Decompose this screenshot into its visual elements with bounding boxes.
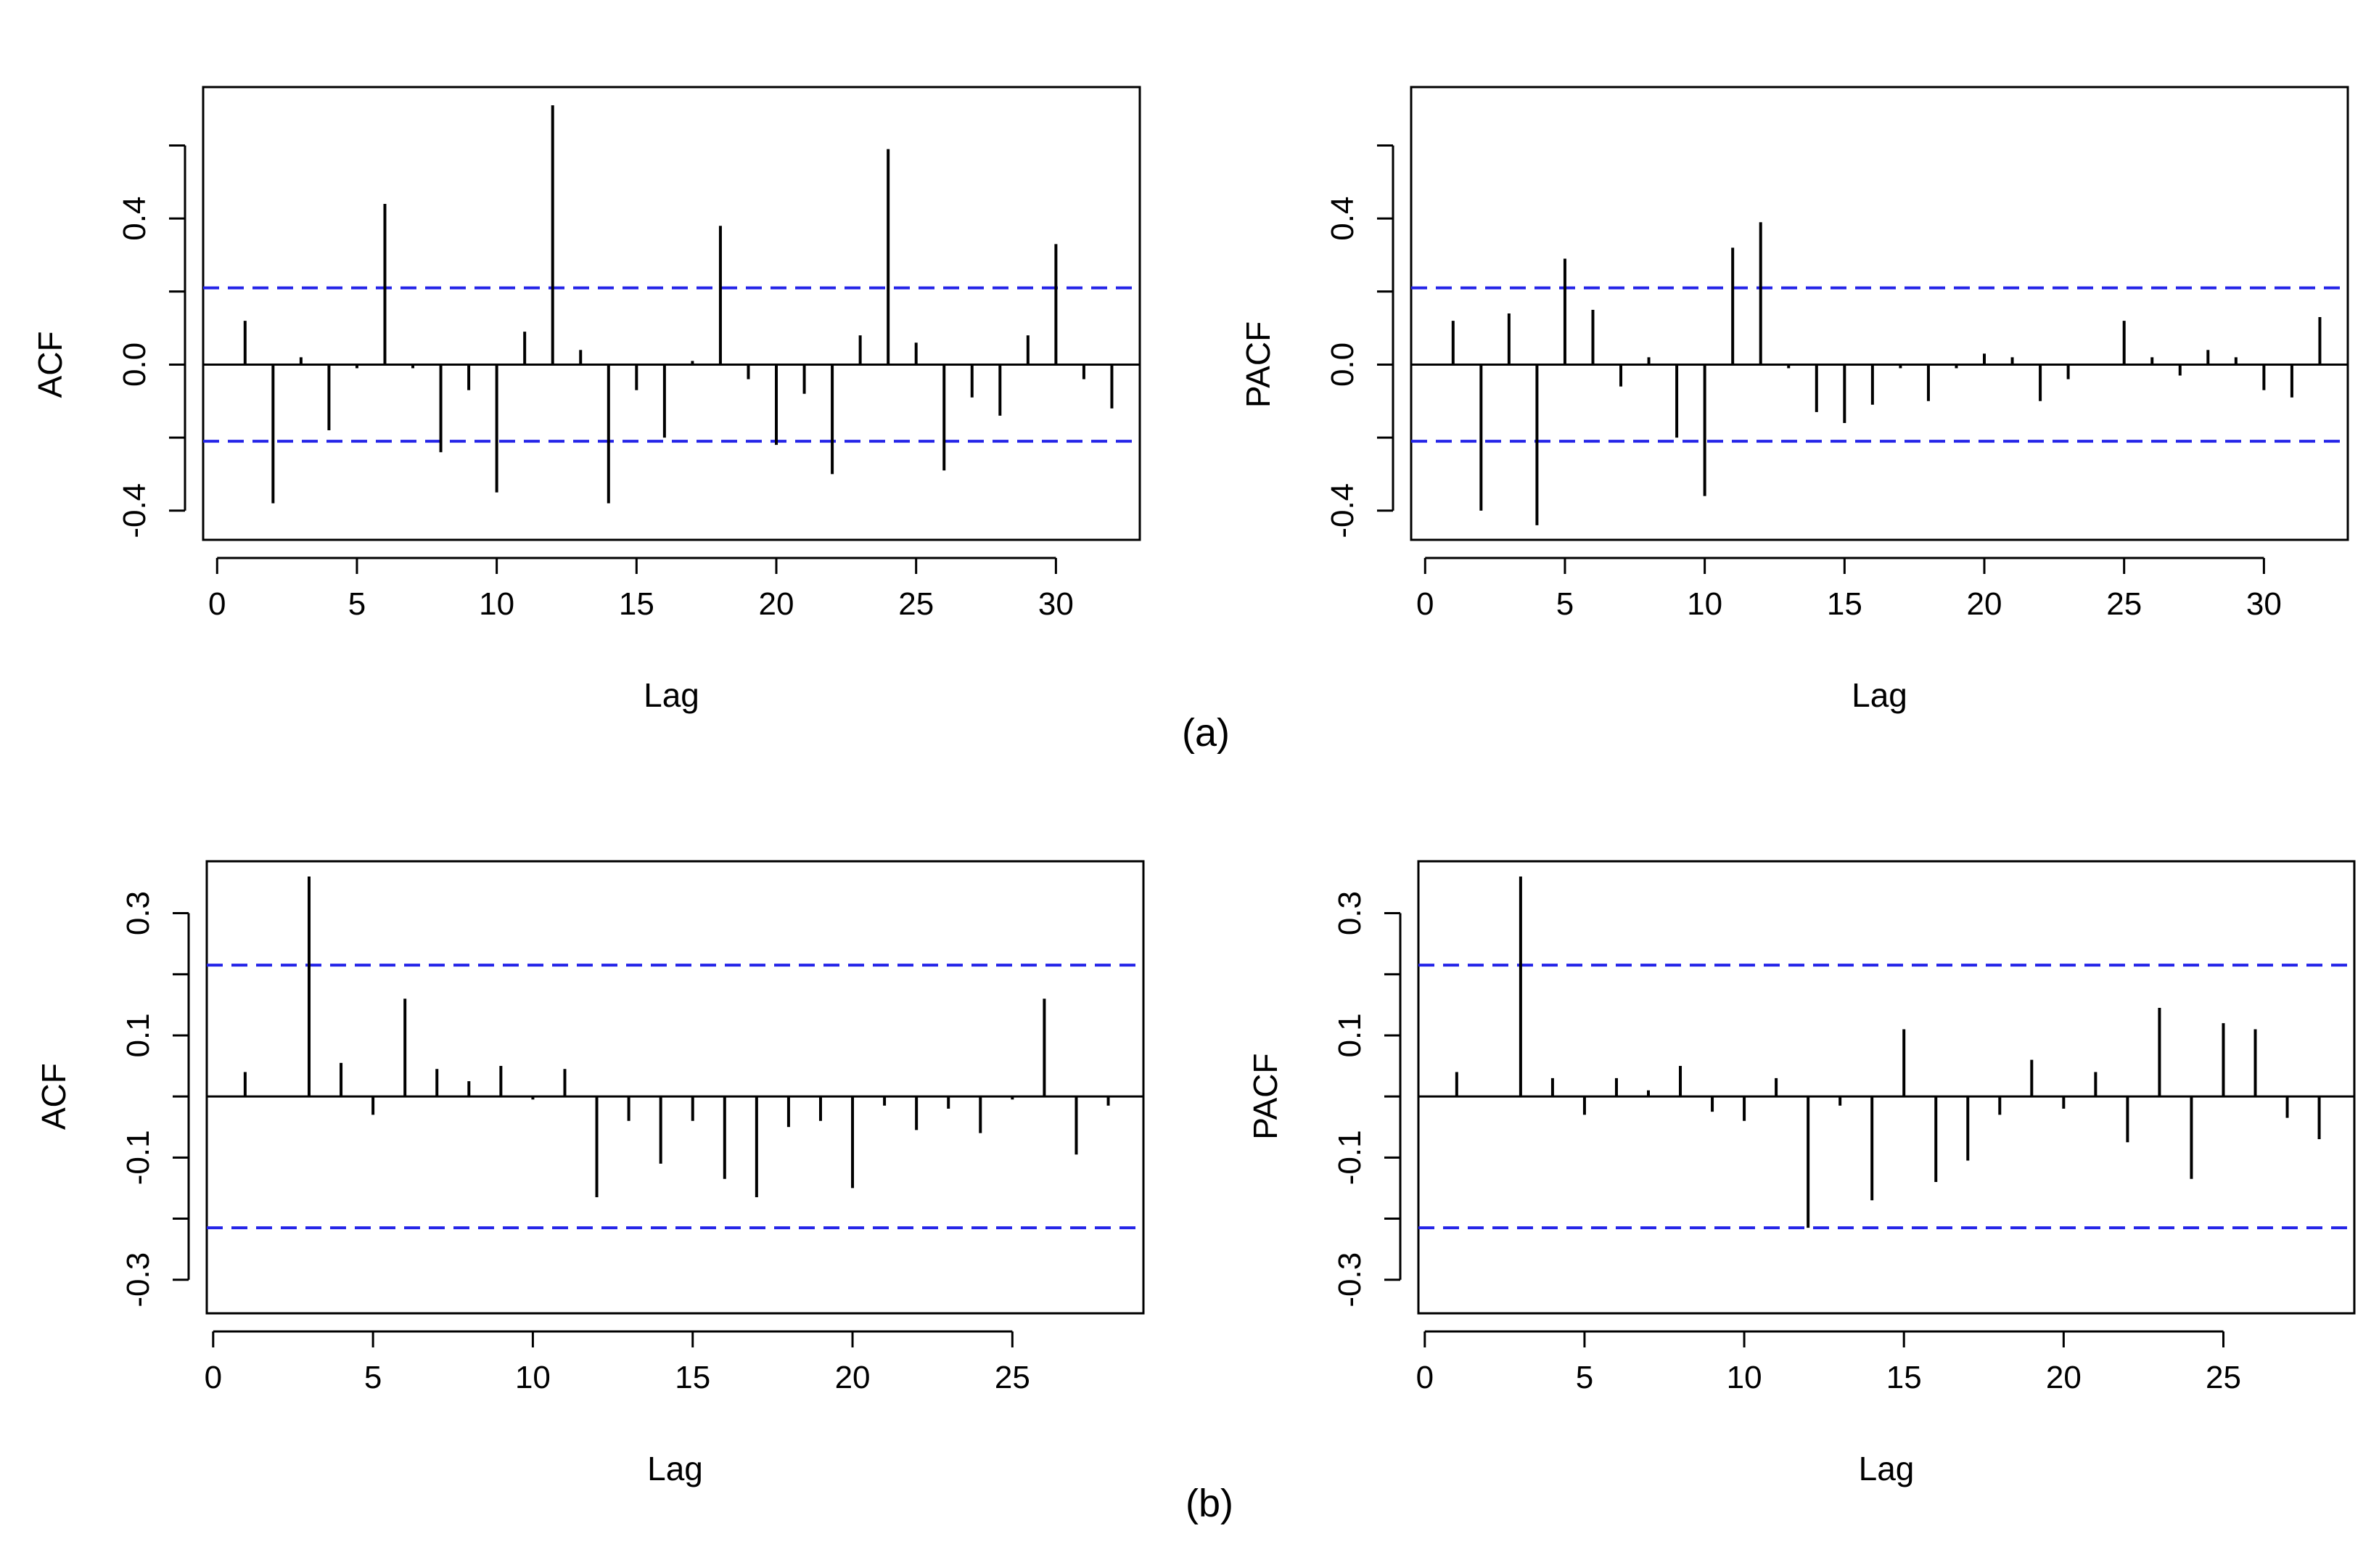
- y-axis-title: PACF: [1246, 1053, 1284, 1139]
- x-axis-title: Lag: [644, 676, 699, 714]
- plot-frame: [1417, 860, 2356, 1315]
- x-tick-label: 15: [675, 1360, 710, 1395]
- x-axis-title: Lag: [1852, 676, 1907, 714]
- y-tick-label: -0.3: [120, 1252, 156, 1308]
- y-tick-label: -0.4: [117, 483, 152, 538]
- x-tick-label: 30: [1038, 586, 1074, 622]
- x-tick-label: 0: [1416, 1360, 1434, 1395]
- y-axis-title: ACF: [31, 331, 69, 398]
- x-tick-label: 5: [364, 1360, 382, 1395]
- caption-b: (b): [1186, 1482, 1233, 1525]
- caption-a: (a): [1182, 711, 1230, 755]
- y-tick-label: 0.4: [1325, 197, 1360, 241]
- y-tick-label: -0.1: [1332, 1130, 1368, 1185]
- y-tick-label: -0.4: [1325, 483, 1360, 538]
- x-tick-label: 20: [835, 1360, 871, 1395]
- x-tick-label: 10: [479, 586, 514, 622]
- y-tick-label: 0.3: [1332, 891, 1368, 935]
- y-tick-label: 0.1: [120, 1013, 156, 1057]
- x-tick-label: 15: [1827, 586, 1862, 622]
- y-tick-label: 0.0: [1325, 342, 1360, 387]
- x-tick-label: 20: [1967, 586, 2002, 622]
- chart-a-pacf: 0 5 10 15 20 25 30 Lag -0.4 0.0 0.4 PACF: [1239, 86, 2349, 714]
- x-axis-title: Lag: [647, 1450, 703, 1487]
- y-tick-label: 0.3: [120, 891, 156, 935]
- y-tick-label: -0.3: [1332, 1252, 1368, 1308]
- x-tick-label: 30: [2246, 586, 2282, 622]
- x-axis-title: Lag: [1859, 1450, 1915, 1487]
- chart-b-pacf: 0 5 10 15 20 25 Lag -0.3 -0.1 0.1 0.3 PACF: [1246, 860, 2356, 1487]
- y-tick-label: -0.1: [120, 1130, 156, 1185]
- y-tick-label: 0.4: [117, 197, 152, 241]
- x-tick-label: 0: [205, 1360, 222, 1395]
- x-tick-label: 10: [1687, 586, 1722, 622]
- y-axis-title: ACF: [35, 1063, 73, 1130]
- x-tick-label: 15: [619, 586, 654, 622]
- plot-frame: [202, 86, 1141, 541]
- x-tick-label: 5: [1576, 1360, 1593, 1395]
- x-tick-label: 5: [348, 586, 366, 622]
- y-axis-title: PACF: [1239, 321, 1277, 408]
- chart-b-acf: 0 5 10 15 20 25 Lag -0.3 -0.1 0.1 0.3 ACF: [35, 860, 1145, 1487]
- x-tick-label: 0: [208, 586, 226, 622]
- x-tick-label: 10: [515, 1360, 551, 1395]
- plot-frame: [205, 860, 1145, 1315]
- chart-a-acf: 0 5 10 15 20 25 30 Lag -0.4 0.0 0.4 ACF: [31, 86, 1141, 714]
- x-tick-label: 0: [1416, 586, 1434, 622]
- x-tick-label: 5: [1556, 586, 1574, 622]
- x-tick-label: 20: [2046, 1360, 2082, 1395]
- x-tick-label: 20: [759, 586, 794, 622]
- x-tick-label: 25: [2106, 586, 2142, 622]
- x-tick-label: 15: [1886, 1360, 1922, 1395]
- x-tick-label: 25: [2206, 1360, 2241, 1395]
- x-tick-label: 25: [898, 586, 934, 622]
- y-tick-label: 0.0: [117, 342, 152, 387]
- plot-frame: [1410, 86, 2349, 541]
- y-tick-label: 0.1: [1332, 1013, 1368, 1057]
- x-tick-label: 25: [995, 1360, 1030, 1395]
- x-tick-label: 10: [1727, 1360, 1762, 1395]
